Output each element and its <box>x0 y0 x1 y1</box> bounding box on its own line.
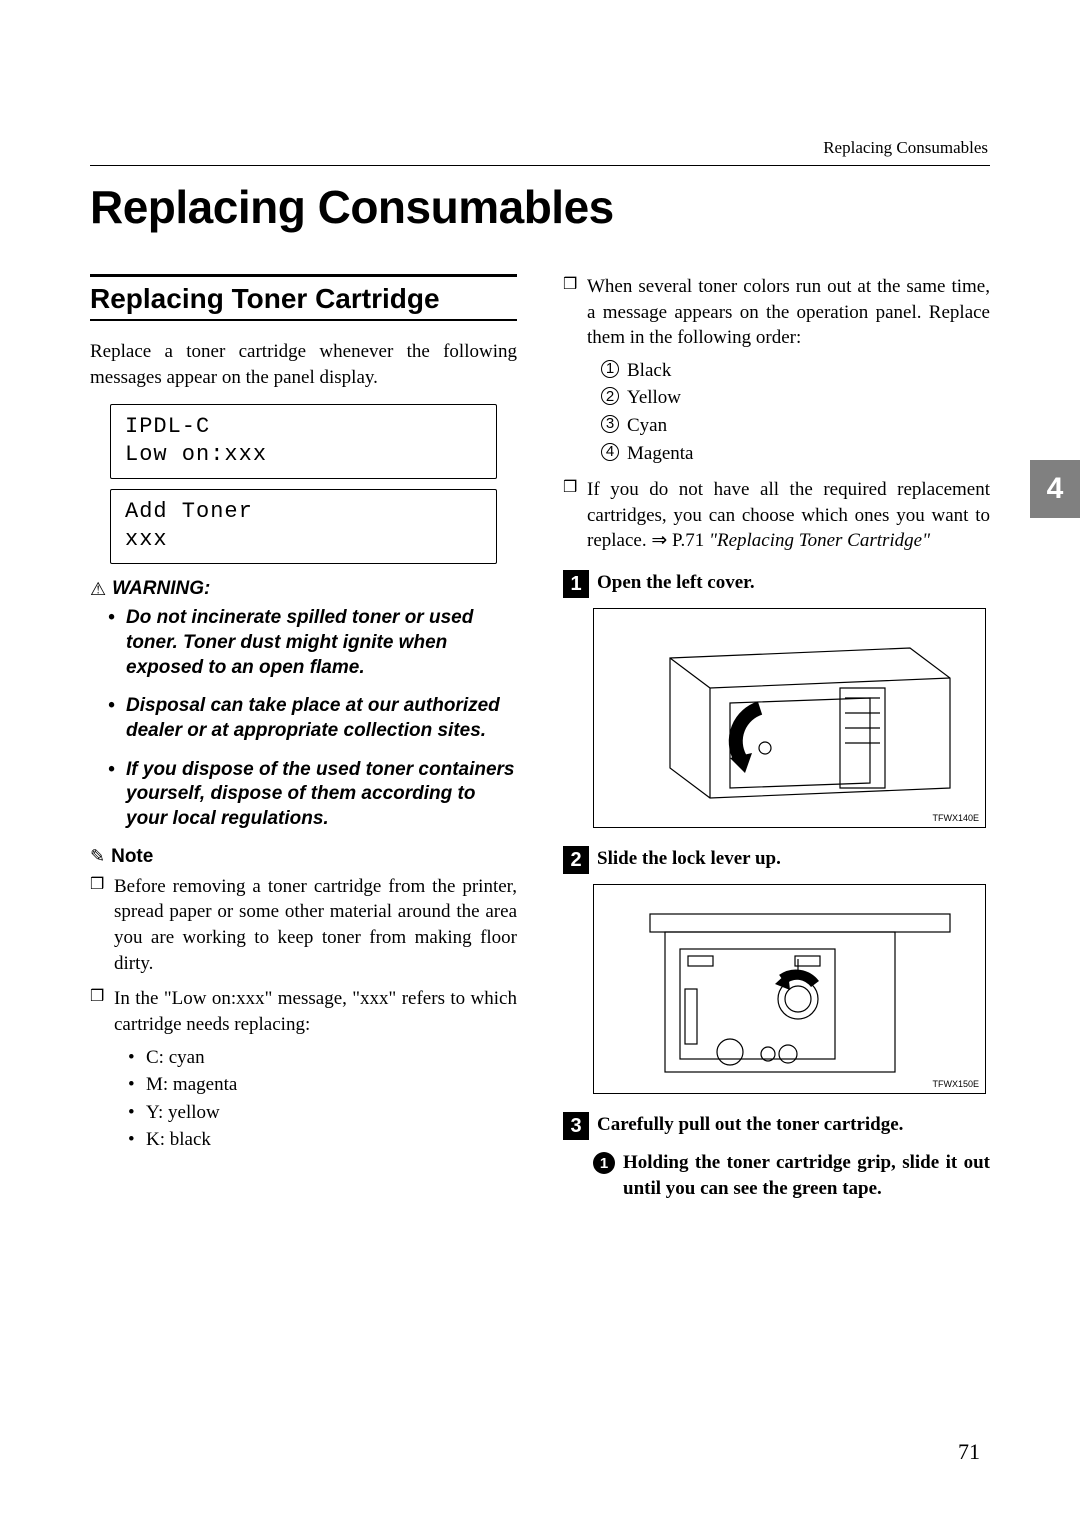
warning-item: Disposal can take place at our authorize… <box>108 694 517 743</box>
cartridge-code-list: C: cyan M: magenta Y: yellow K: black <box>114 1044 517 1154</box>
right-column: When several toner colors run out at the… <box>563 274 990 1201</box>
warning-header: ⚠ WARNING: <box>90 578 517 600</box>
note-item-text: In the "Low on:xxx" message, "xxx" refer… <box>114 988 517 1035</box>
lcd-message-2: Add Toner xxx <box>110 489 497 564</box>
step-1: 1 Open the left cover. <box>563 570 990 598</box>
step-2: 2 Slide the lock lever up. <box>563 846 990 874</box>
content-columns: Replacing Toner Cartridge Replace a tone… <box>90 274 990 1201</box>
circled-number-icon: 4 <box>601 443 619 461</box>
warning-label: WARNING: <box>112 578 210 600</box>
color-order-item: 3 Cyan <box>601 412 990 440</box>
cartridge-code: C: cyan <box>128 1044 517 1072</box>
color-order-item: 4 Magenta <box>601 440 990 468</box>
step-number-icon: 1 <box>563 570 589 598</box>
color-name: Yellow <box>627 387 681 408</box>
cartridge-code: Y: yellow <box>128 1099 517 1127</box>
left-column: Replacing Toner Cartridge Replace a tone… <box>90 274 517 1201</box>
figure-code: TFWX150E <box>932 1079 979 1089</box>
lcd2-line2: xxx <box>125 526 482 554</box>
note-list: Before removing a toner cartridge from t… <box>90 874 517 1154</box>
note-item: Before removing a toner cartridge from t… <box>90 874 517 977</box>
note-icon: ✎ <box>90 846 105 867</box>
header-rule <box>90 165 990 166</box>
color-order-item: 2 Yellow <box>601 384 990 412</box>
section-rule-bottom <box>90 319 517 321</box>
note-item: When several toner colors run out at the… <box>563 274 990 467</box>
step-number-icon: 2 <box>563 846 589 874</box>
cartridge-code: K: black <box>128 1126 517 1154</box>
page-number: 71 <box>958 1439 980 1465</box>
printer-open-cover-illustration <box>610 618 970 818</box>
color-order-item: 1 Black <box>601 357 990 385</box>
sub-step-1: 1 Holding the toner cartridge grip, slid… <box>563 1150 990 1201</box>
intro-paragraph: Replace a toner cartridge whenever the f… <box>90 339 517 390</box>
step-3: 3 Carefully pull out the toner cartridge… <box>563 1112 990 1140</box>
color-name: Black <box>627 360 671 381</box>
running-head: Replacing Consumables <box>823 138 988 158</box>
chapter-tab: 4 <box>1030 460 1080 518</box>
circled-number-icon: 3 <box>601 415 619 433</box>
cross-reference: "Replacing Toner Cartridge" <box>709 530 930 551</box>
lcd1-line2: Low on:xxx <box>125 441 482 469</box>
note-item: In the "Low on:xxx" message, "xxx" refer… <box>90 986 517 1153</box>
step-text: Slide the lock lever up. <box>597 846 990 872</box>
figure-open-cover: TFWX140E <box>593 608 986 828</box>
warning-list: Do not incinerate spilled toner or used … <box>90 606 517 832</box>
figure-lock-lever: TFWX150E <box>593 884 986 1094</box>
warning-item: Do not incinerate spilled toner or used … <box>108 606 517 680</box>
right-note-list: When several toner colors run out at the… <box>563 274 990 554</box>
lock-lever-illustration <box>610 894 970 1084</box>
sub-step-text: Holding the toner cartridge grip, slide … <box>623 1150 990 1201</box>
figure-code: TFWX140E <box>932 813 979 823</box>
section-heading: Replacing Toner Cartridge <box>90 283 517 315</box>
note-item-text: When several toner colors run out at the… <box>587 276 990 348</box>
lcd-message-1: IPDL-C Low on:xxx <box>110 404 497 479</box>
circled-number-icon: 1 <box>601 360 619 378</box>
section-rule-top <box>90 274 517 277</box>
warning-item: If you dispose of the used toner contain… <box>108 758 517 832</box>
cartridge-code: M: magenta <box>128 1071 517 1099</box>
note-item: If you do not have all the required repl… <box>563 477 990 554</box>
step-text: Open the left cover. <box>597 570 990 596</box>
circled-number-icon: 2 <box>601 387 619 405</box>
note-header: ✎ Note <box>90 846 517 868</box>
page-title: Replacing Consumables <box>90 180 990 234</box>
note-label: Note <box>111 846 153 868</box>
lcd2-line1: Add Toner <box>125 498 482 526</box>
color-order-list: 1 Black 2 Yellow 3 Cyan 4 Magenta <box>587 357 990 467</box>
step-text: Carefully pull out the toner cartridge. <box>597 1112 990 1138</box>
color-name: Magenta <box>627 443 693 464</box>
lcd1-line1: IPDL-C <box>125 413 482 441</box>
sub-step-number-icon: 1 <box>593 1152 615 1174</box>
color-name: Cyan <box>627 415 667 436</box>
warning-icon: ⚠ <box>90 579 106 600</box>
step-number-icon: 3 <box>563 1112 589 1140</box>
